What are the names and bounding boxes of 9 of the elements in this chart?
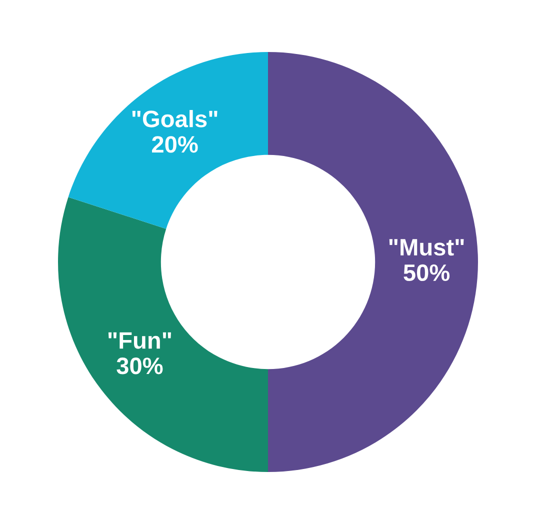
slice-label: "Fun"	[108, 332, 172, 349]
donut-slice	[268, 52, 478, 472]
data-label: 20%	[152, 136, 198, 153]
data-label: 30%	[116, 358, 163, 374]
slice-label: "Goals"	[132, 110, 218, 128]
slice-label: "Must"	[389, 239, 464, 256]
data-label: 50%	[404, 264, 450, 282]
donut-slice	[58, 197, 268, 472]
donut-slice	[68, 52, 268, 229]
